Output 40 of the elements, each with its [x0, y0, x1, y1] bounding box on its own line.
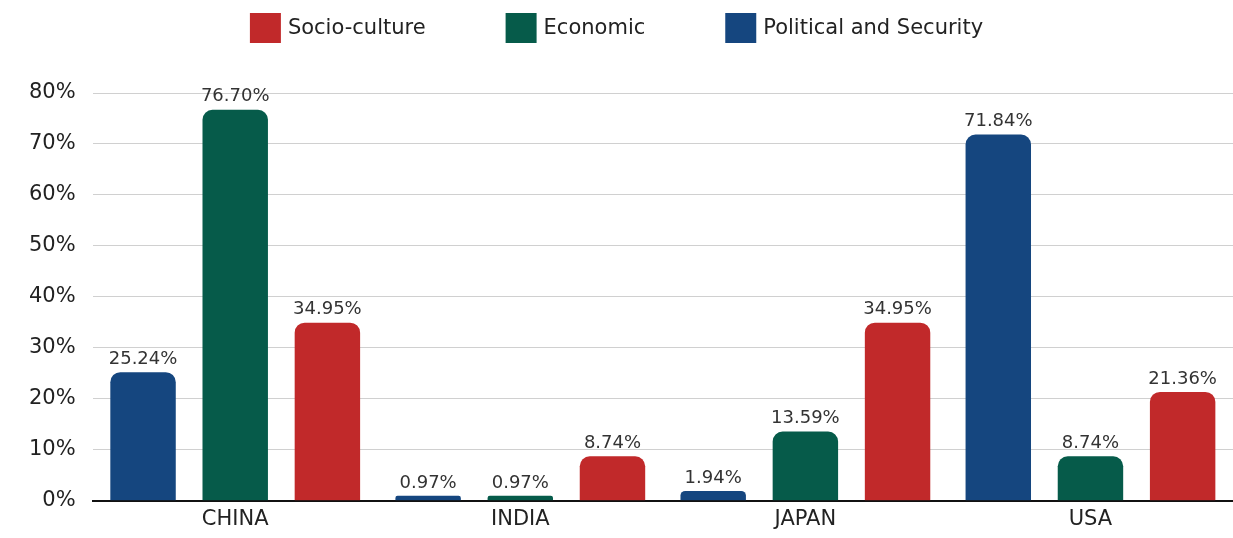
bar	[965, 134, 1032, 501]
data-label: 8.74%	[1061, 430, 1120, 452]
y-tick-label: 60%	[28, 181, 76, 206]
legend-label: Socio-culture	[287, 15, 426, 40]
bar	[487, 495, 554, 501]
data-label: 34.95%	[293, 297, 362, 319]
bar	[395, 495, 461, 501]
bar	[1149, 391, 1216, 501]
y-tick-label: 80%	[28, 79, 76, 104]
bar	[110, 372, 176, 501]
y-tick-label: 30%	[28, 334, 76, 359]
bar	[864, 322, 931, 501]
y-tick-label: 10%	[28, 436, 76, 461]
data-label: 71.84%	[963, 109, 1033, 131]
x-tick-label: INDIA	[490, 505, 551, 530]
y-tick-label: 40%	[28, 283, 76, 308]
x-tick-label: USA	[1068, 505, 1113, 530]
bar	[294, 322, 361, 501]
data-label: 8.74%	[583, 430, 642, 452]
data-label: 76.70%	[200, 84, 270, 106]
y-tick-label: 20%	[28, 385, 76, 410]
bar	[202, 109, 268, 501]
bar	[1057, 456, 1124, 501]
y-tick-label: 50%	[28, 232, 76, 257]
x-tick-label: JAPAN	[772, 505, 837, 530]
legend-label: Economic	[543, 15, 646, 40]
data-label: 0.97%	[399, 470, 457, 492]
data-label: 0.97%	[491, 470, 549, 492]
bar	[772, 431, 839, 501]
y-tick-label: 70%	[28, 130, 76, 155]
bar	[579, 456, 646, 501]
y-tick-label: 0%	[42, 487, 76, 512]
data-label: 25.24%	[108, 346, 178, 368]
data-label: 21.36%	[1148, 366, 1217, 388]
data-label: 34.95%	[863, 297, 932, 319]
x-tick-label: CHINA	[201, 505, 270, 530]
data-label: 13.59%	[771, 406, 840, 428]
data-label: 1.94%	[684, 465, 742, 487]
bar	[680, 490, 746, 501]
legend-label: Political and Security	[763, 15, 984, 40]
